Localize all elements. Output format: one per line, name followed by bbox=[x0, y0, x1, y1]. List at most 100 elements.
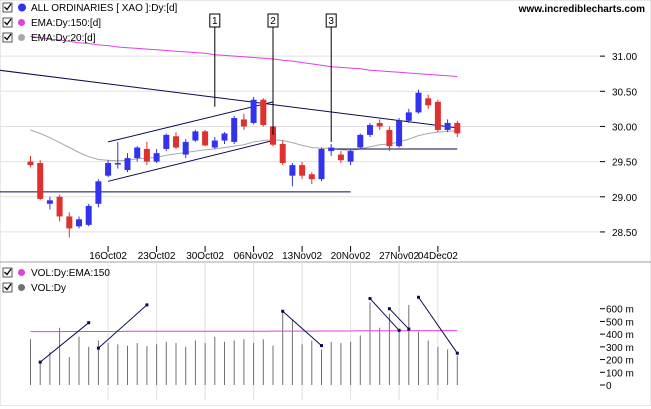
price-tick-label: 29.50 bbox=[612, 158, 637, 169]
volume-tick-label: 100 m bbox=[606, 368, 634, 379]
volume-trendline-endpoint bbox=[96, 346, 100, 350]
volume-trendline-endpoint bbox=[145, 303, 149, 307]
annotation-label: 1 bbox=[212, 16, 218, 27]
volume-trendline-endpoint bbox=[87, 321, 91, 325]
checkmark-icon bbox=[4, 268, 12, 276]
volume-tick-label: 300 m bbox=[606, 343, 634, 354]
checkmark-icon bbox=[4, 33, 12, 41]
price-legend-row: EMA:Dy:20:[d] bbox=[2, 32, 96, 44]
candle-body bbox=[444, 122, 451, 130]
candle-body bbox=[105, 163, 112, 176]
series-color-icon bbox=[18, 34, 25, 41]
volume-trendline bbox=[389, 308, 410, 330]
candle-body bbox=[163, 134, 170, 149]
candle-body bbox=[386, 129, 393, 147]
checkbox-icon bbox=[2, 2, 13, 13]
ema20-line bbox=[30, 129, 458, 162]
volume-tick-label: 500 m bbox=[606, 317, 634, 328]
candle-body bbox=[289, 165, 296, 176]
ema150-line bbox=[30, 35, 458, 77]
volume-trendline bbox=[282, 310, 322, 346]
volume-legend-row: VOL:Dy bbox=[2, 282, 66, 294]
candle-body bbox=[76, 219, 82, 227]
candle-body bbox=[231, 118, 238, 142]
candle-body bbox=[27, 161, 34, 166]
price-trendline bbox=[107, 140, 274, 182]
volume-trendline bbox=[369, 298, 400, 331]
checkbox-icon bbox=[2, 267, 13, 278]
candle-body bbox=[347, 151, 354, 162]
x-tick-label: 27Nov02 bbox=[379, 251, 419, 262]
candle-body bbox=[124, 158, 131, 171]
candle-body bbox=[357, 134, 364, 148]
checkbox-icon bbox=[2, 17, 13, 28]
candle-body bbox=[318, 148, 325, 180]
volume-trendline-endpoint bbox=[38, 360, 42, 364]
candle-body bbox=[270, 126, 276, 145]
volume-trendline bbox=[418, 296, 458, 354]
candle-body bbox=[405, 112, 412, 121]
price-legend-row: EMA:Dy:150:[d] bbox=[2, 17, 101, 29]
price-tick-label: 31.00 bbox=[612, 52, 637, 63]
checkmark-icon bbox=[4, 3, 12, 11]
volume-tick-label: 600 m bbox=[606, 305, 634, 316]
volume-ema150-line bbox=[30, 330, 458, 333]
candle-body bbox=[250, 99, 257, 123]
volume-trendline-endpoint bbox=[455, 351, 459, 355]
price-tick-label: 28.50 bbox=[612, 228, 637, 239]
candle-body bbox=[337, 154, 344, 161]
x-tick-label: 06Nov02 bbox=[234, 251, 274, 262]
candle-body bbox=[260, 99, 267, 126]
annotation-label: 3 bbox=[328, 16, 334, 27]
candle-body bbox=[434, 101, 441, 130]
candle-body bbox=[95, 181, 102, 204]
candle-body bbox=[240, 119, 247, 127]
x-tick-label: 30Oct02 bbox=[186, 251, 224, 262]
checkmark-icon bbox=[4, 283, 12, 291]
candle-body bbox=[37, 163, 44, 199]
volume-legend-row: VOL:Dy:EMA:150 bbox=[2, 267, 110, 279]
volume-trendline bbox=[98, 304, 148, 349]
checkbox-icon bbox=[2, 282, 13, 293]
price-legend-row: ALL ORDINARIES [ XAO ]:Dy:[d] bbox=[2, 2, 178, 14]
candle-body bbox=[114, 163, 121, 165]
candle-body bbox=[425, 98, 432, 106]
volume-trendline-endpoint bbox=[397, 328, 401, 332]
candle-body bbox=[134, 147, 141, 159]
volume-trendline-endpoint bbox=[407, 327, 411, 331]
price-tick-label: 30.50 bbox=[612, 87, 637, 98]
dot-icon bbox=[18, 3, 26, 12]
candle-body bbox=[367, 125, 373, 135]
x-tick-label: 16Oct02 bbox=[89, 251, 127, 262]
candle-body bbox=[192, 131, 199, 141]
candle-body bbox=[202, 131, 209, 146]
candle-body bbox=[173, 136, 179, 148]
series-color-icon bbox=[18, 269, 25, 276]
price-trendline bbox=[0, 69, 458, 129]
checkmark-icon bbox=[4, 18, 12, 26]
volume-trendline-endpoint bbox=[417, 295, 420, 299]
candle-body bbox=[211, 140, 218, 148]
candle-body bbox=[182, 141, 189, 155]
candle-body bbox=[415, 92, 422, 113]
candle-body bbox=[143, 148, 150, 162]
candle-body bbox=[279, 144, 286, 164]
legend-label: ALL ORDINARIES [ XAO ]:Dy:[d] bbox=[31, 3, 178, 14]
x-tick-label: 04Dec02 bbox=[418, 251, 458, 262]
volume-trendline-endpoint bbox=[387, 307, 391, 311]
candle-body bbox=[454, 122, 461, 134]
x-tick-label: 23Oct02 bbox=[138, 251, 176, 262]
annotation-box bbox=[267, 13, 279, 28]
candle-body bbox=[328, 147, 335, 152]
price-tick-label: 29.00 bbox=[612, 193, 637, 204]
candle-body bbox=[85, 205, 92, 225]
price-trendline bbox=[107, 101, 274, 143]
volume-trendline-endpoint bbox=[368, 297, 372, 301]
volume-trendline-endpoint bbox=[320, 344, 323, 348]
candle-body bbox=[396, 120, 403, 147]
x-tick-label: 13Nov02 bbox=[282, 251, 322, 262]
volume-tick-label: 200 m bbox=[606, 356, 634, 367]
candle-body bbox=[66, 216, 73, 229]
